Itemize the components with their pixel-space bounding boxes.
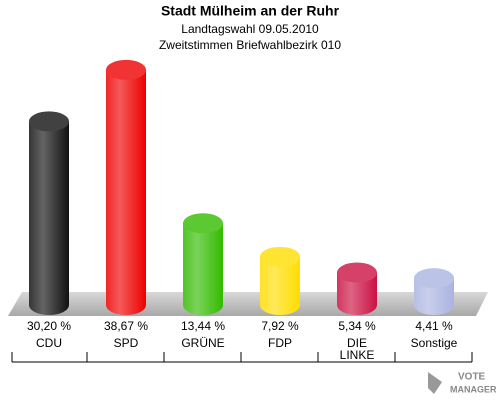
bar-top (29, 111, 69, 132)
value-label: 4,41 % (415, 319, 453, 333)
logo-text: MANAGER (450, 384, 497, 394)
category-label: FDP (268, 336, 292, 350)
chart-subtitle: Zweitstimmen Briefwahlbezirk 010 (159, 38, 341, 52)
chart-title: Stadt Mülheim an der Ruhr (161, 3, 340, 19)
bar-top (414, 268, 454, 289)
bar-top (183, 213, 223, 234)
value-label: 38,67 % (104, 319, 148, 333)
bar-top (260, 246, 300, 267)
category-label: GRÜNE (181, 336, 225, 350)
category-label: SPD (113, 336, 139, 350)
value-label: 13,44 % (181, 319, 225, 333)
bar (106, 69, 146, 305)
brackets (11, 352, 473, 363)
bar-top (106, 59, 146, 80)
value-label: 5,34 % (338, 319, 376, 333)
category-label: CDU (36, 336, 62, 350)
chart-subtitle: Landtagswahl 09.05.2010 (181, 22, 319, 36)
bar (29, 121, 69, 305)
bar-top (337, 262, 377, 283)
value-label: 7,92 % (261, 319, 299, 333)
logo: VOTE MANAGER (428, 372, 497, 394)
category-label: Sonstige (410, 336, 458, 350)
category-label: DIE LINKE (339, 336, 375, 362)
logo-text: VOTE (458, 372, 486, 383)
bar (183, 223, 223, 305)
value-label: 30,20 % (27, 319, 71, 333)
